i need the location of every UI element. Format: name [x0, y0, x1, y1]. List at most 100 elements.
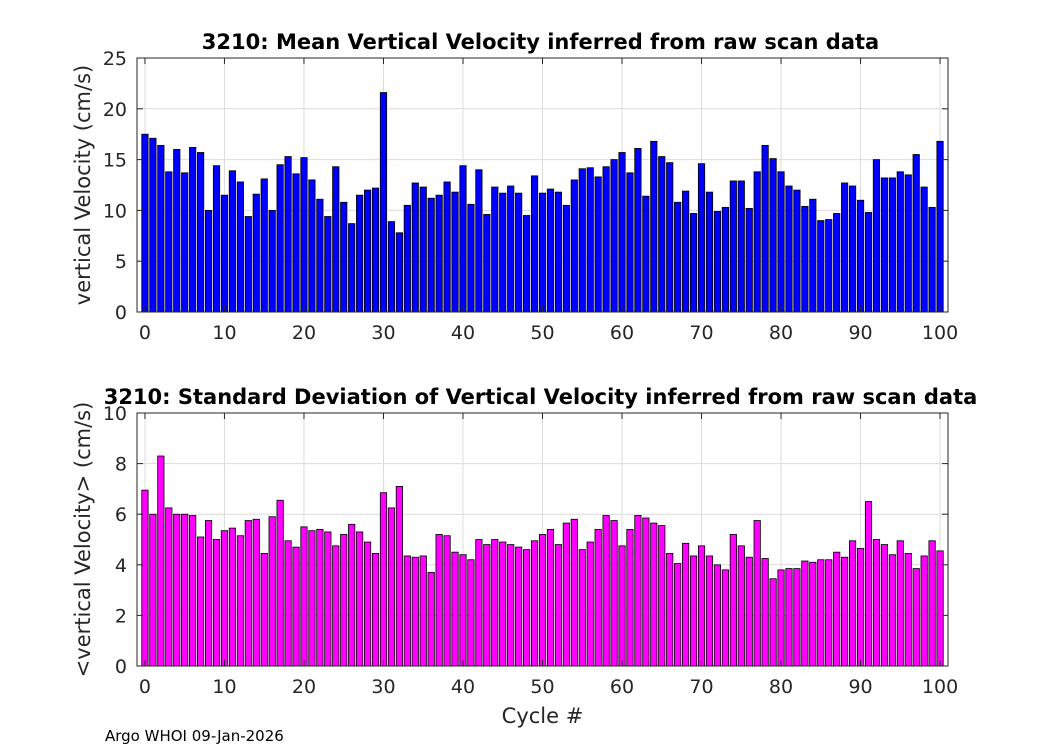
bar	[554, 191, 562, 313]
bar	[761, 144, 769, 313]
bar	[666, 553, 674, 667]
bar	[594, 176, 602, 313]
bar	[204, 209, 213, 313]
bar	[936, 550, 944, 667]
bar	[387, 507, 396, 667]
bar	[682, 190, 690, 313]
bar	[642, 517, 650, 667]
bar	[610, 159, 618, 313]
bar	[467, 559, 475, 667]
bar	[292, 173, 300, 313]
bar	[825, 559, 833, 667]
x-tick-label: 80	[769, 676, 793, 698]
bar	[713, 211, 722, 313]
bar	[769, 578, 777, 667]
bar	[236, 535, 244, 667]
y-tick-label: 10	[103, 403, 127, 425]
bar	[491, 539, 499, 667]
bar	[181, 172, 189, 313]
x-tick-label: 50	[530, 676, 554, 698]
bar	[705, 555, 714, 667]
bar	[602, 515, 610, 667]
bar	[658, 525, 666, 667]
x-tick-label: 60	[610, 322, 634, 344]
bar	[586, 541, 594, 667]
bar	[737, 545, 745, 667]
bar	[276, 499, 284, 667]
bar	[363, 189, 372, 313]
bar	[936, 140, 944, 313]
bar	[594, 528, 602, 667]
bar	[872, 159, 881, 313]
bar	[371, 553, 380, 667]
bar	[785, 568, 793, 667]
bar	[220, 530, 229, 667]
x-tick-label: 100	[922, 676, 958, 698]
bar	[371, 187, 380, 313]
bar	[705, 191, 714, 313]
bar	[499, 192, 507, 313]
x-tick-label: 0	[139, 676, 151, 698]
x-tick-label: 50	[530, 322, 554, 344]
bar	[626, 528, 634, 667]
chart-title: 3210: Standard Deviation of Vertical Vel…	[104, 385, 978, 409]
bar	[292, 546, 300, 667]
bar	[260, 553, 268, 667]
bar	[141, 489, 149, 667]
bar	[165, 171, 173, 313]
bar	[880, 177, 888, 313]
bar	[499, 541, 507, 667]
bar	[523, 549, 531, 667]
bar	[729, 180, 737, 313]
bar	[419, 186, 427, 313]
bar	[252, 193, 260, 313]
bar	[697, 163, 706, 313]
bar	[729, 534, 737, 667]
bar	[379, 492, 388, 667]
bar	[379, 92, 388, 313]
bar	[721, 206, 729, 313]
bar	[809, 198, 817, 313]
bar	[149, 513, 157, 667]
bar	[538, 192, 547, 313]
bar	[833, 213, 841, 313]
bar	[300, 526, 308, 667]
y-tick-label: 2	[115, 605, 127, 627]
bar	[554, 544, 562, 667]
y-tick-label: 20	[103, 99, 127, 121]
bar	[189, 147, 197, 313]
bar	[316, 528, 324, 667]
bar	[435, 194, 443, 313]
bar	[459, 554, 467, 667]
bar	[864, 501, 873, 667]
y-axis-label: <vertical Velocity> (cm/s)	[71, 402, 95, 678]
bar	[173, 149, 181, 313]
bar	[697, 545, 706, 667]
bar	[149, 137, 157, 313]
y-tick-label: 0	[115, 656, 127, 678]
x-tick-label: 20	[292, 322, 316, 344]
y-tick-label: 5	[115, 251, 127, 273]
bar	[610, 520, 618, 667]
bar	[157, 455, 165, 667]
bar	[165, 507, 173, 667]
bar	[745, 556, 753, 667]
bar	[562, 204, 570, 313]
bar	[809, 561, 817, 667]
mean-velocity-panel: 0 10 20 30 40 50 60 70 80 90 100 0 5 10 15 20 25 3210: Me…	[71, 30, 958, 344]
bar	[761, 558, 769, 667]
bar	[212, 165, 221, 313]
bar	[427, 197, 435, 313]
bar	[562, 522, 570, 667]
bar	[419, 555, 427, 667]
bar	[602, 166, 610, 313]
bar	[268, 516, 276, 667]
bar	[538, 534, 547, 667]
bar	[387, 221, 396, 313]
chart-title: 3210: Mean Vertical Velocity inferred fr…	[202, 30, 879, 54]
bar	[244, 216, 252, 313]
bar	[856, 547, 865, 667]
bar	[753, 171, 761, 313]
bar	[212, 539, 221, 667]
bar	[578, 168, 586, 313]
